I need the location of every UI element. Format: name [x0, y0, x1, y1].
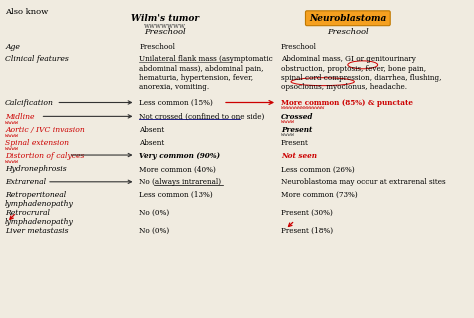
Text: No (always intrarenal): No (always intrarenal) [139, 178, 221, 186]
Text: Preschool: Preschool [145, 28, 186, 36]
Text: Spinal extension: Spinal extension [5, 139, 69, 147]
Text: Unilateral flank mass (asymptomatic
abdominal mass), abdominal pain,
hematuria, : Unilateral flank mass (asymptomatic abdo… [139, 55, 273, 91]
Text: Not crossed (confined to one side): Not crossed (confined to one side) [139, 113, 264, 121]
Text: Preschool: Preschool [281, 43, 317, 51]
Text: Extrarenal: Extrarenal [5, 178, 46, 186]
Text: wwww: wwww [5, 158, 18, 163]
Text: Crossed: Crossed [281, 113, 313, 121]
Text: Neuroblastoma may occur at extrarenal sites: Neuroblastoma may occur at extrarenal si… [281, 178, 446, 186]
Text: Age: Age [5, 43, 20, 51]
Text: wwwwwww: wwwwwww [144, 22, 186, 30]
Text: No (0%): No (0%) [139, 209, 170, 217]
Text: More common (85%) & punctate: More common (85%) & punctate [281, 99, 413, 107]
Text: Abdominal mass, GI or genitourinary
obstruction, proptosis, fever, bone pain,
sp: Abdominal mass, GI or genitourinary obst… [281, 55, 441, 91]
Text: Clinical features: Clinical features [5, 55, 69, 63]
Text: Present: Present [281, 139, 309, 147]
Text: wwww: wwww [5, 133, 18, 138]
Text: No (0%): No (0%) [139, 227, 170, 235]
Text: More common (40%): More common (40%) [139, 165, 216, 173]
Text: Aortic / IVC invasion: Aortic / IVC invasion [5, 126, 85, 134]
Text: Not seen: Not seen [281, 152, 317, 160]
Text: Preschool: Preschool [139, 43, 175, 51]
Text: More common (73%): More common (73%) [281, 191, 357, 199]
Text: wwww: wwww [281, 132, 294, 137]
Text: Wilm's tumor: Wilm's tumor [131, 14, 200, 23]
Text: Neuroblastoma: Neuroblastoma [309, 14, 386, 23]
Text: wwww: wwww [5, 120, 18, 125]
Text: Midline: Midline [5, 113, 35, 121]
Text: Present (18%): Present (18%) [281, 227, 333, 235]
FancyBboxPatch shape [305, 11, 390, 26]
Text: Also know: Also know [5, 8, 48, 16]
Text: Absent: Absent [139, 139, 164, 147]
Text: Liver metastasis: Liver metastasis [5, 227, 69, 235]
Text: Retrocrural
lymphadenopathy: Retrocrural lymphadenopathy [5, 209, 74, 226]
Text: Absent: Absent [139, 126, 164, 134]
Text: Less common (13%): Less common (13%) [139, 191, 213, 199]
Text: Preschool: Preschool [327, 28, 369, 36]
Text: Retroperitoneal
lymphadenopathy: Retroperitoneal lymphadenopathy [5, 191, 74, 208]
Text: Very common (90%): Very common (90%) [139, 152, 220, 160]
Text: wwww: wwww [5, 146, 18, 151]
Text: wwww: wwww [281, 119, 294, 124]
Text: Hydronephrosis: Hydronephrosis [5, 165, 67, 173]
Text: Distortion of calyces: Distortion of calyces [5, 152, 84, 160]
Text: Present (30%): Present (30%) [281, 209, 333, 217]
Text: Calcification: Calcification [5, 99, 54, 107]
Text: Less common (15%): Less common (15%) [139, 99, 213, 107]
Text: Less common (26%): Less common (26%) [281, 165, 355, 173]
Text: Present: Present [281, 126, 312, 134]
Text: wwwwwwwwwwwwwww: wwwwwwwwwwwwwww [281, 106, 324, 110]
